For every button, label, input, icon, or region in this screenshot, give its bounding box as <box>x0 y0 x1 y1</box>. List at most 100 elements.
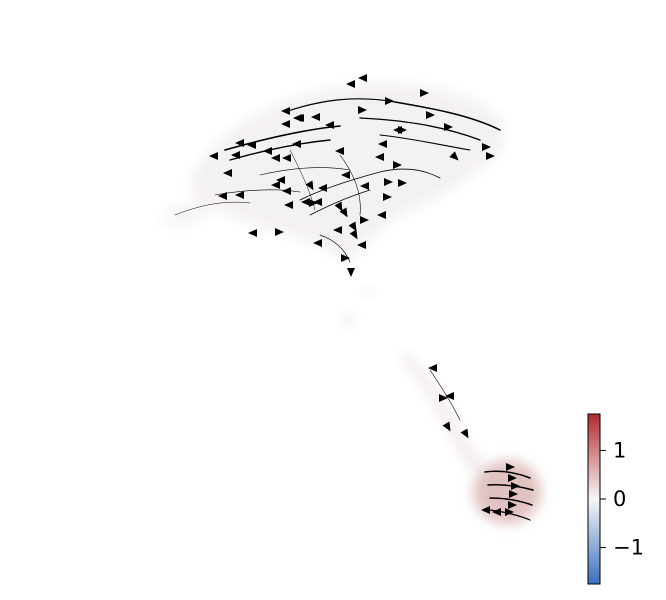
streamline <box>429 369 461 421</box>
velocity-arrowhead <box>508 474 517 482</box>
velocity-arrowhead <box>339 207 348 218</box>
velocity-arrowhead <box>282 187 291 195</box>
velocity-arrowhead <box>509 490 518 498</box>
velocity-arrowhead <box>486 152 495 160</box>
velocity-arrowhead <box>334 201 343 212</box>
colorbar-tick-label: 1 <box>613 438 626 462</box>
velocity-arrowhead <box>492 508 501 516</box>
velocity-arrowhead <box>442 421 451 432</box>
velocity-arrowhead <box>218 192 227 200</box>
velocity-arrowhead <box>449 151 459 161</box>
velocity-arrowhead <box>375 153 384 161</box>
velocity-arrowhead <box>341 171 350 179</box>
velocity-arrowhead <box>420 89 429 97</box>
velocity-arrowhead <box>383 193 392 201</box>
colorbar-ticks: 1 0 −1 <box>600 438 644 560</box>
velocity-arrowhead <box>385 97 394 105</box>
velocity-arrowhead <box>360 182 369 190</box>
stray-cell <box>363 287 373 297</box>
streamline <box>487 483 534 491</box>
velocity-arrowhead <box>293 114 302 122</box>
streamline <box>174 201 251 216</box>
velocity-arrowhead <box>333 226 342 234</box>
velocity-arrowhead <box>347 268 355 277</box>
velocity-arrowhead <box>271 154 280 162</box>
velocity-arrowhead <box>248 229 257 237</box>
velocity-arrowhead <box>357 241 366 249</box>
velocity-arrowhead <box>508 501 517 509</box>
streamline <box>489 497 533 506</box>
velocity-arrowheads <box>209 74 520 516</box>
velocity-arrowhead <box>428 364 437 372</box>
colorbar: 1 0 −1 <box>587 413 644 585</box>
velocity-arrowhead <box>235 191 244 199</box>
velocity-arrowhead <box>313 198 322 206</box>
velocity-arrowhead <box>481 506 490 514</box>
velocity-arrowhead <box>398 179 407 187</box>
velocity-arrowhead <box>346 80 355 88</box>
velocity-arrowhead <box>360 216 369 224</box>
stray-cell <box>342 314 354 326</box>
streamline <box>339 154 361 216</box>
velocity-arrowhead <box>482 143 491 151</box>
velocity-arrowhead <box>311 113 320 121</box>
velocity-arrowhead <box>505 508 514 516</box>
velocity-arrowhead <box>223 169 232 177</box>
colorbar-gradient <box>587 413 601 585</box>
velocity-arrowhead <box>393 126 402 134</box>
colorbar-tick-label: −1 <box>613 536 644 560</box>
velocity-arrowhead <box>247 141 256 149</box>
streamline <box>309 189 371 216</box>
velocity-arrowhead <box>460 428 469 439</box>
velocity-arrowhead <box>301 198 310 206</box>
velocity-arrowhead <box>439 394 448 402</box>
velocity-arrowhead <box>281 107 290 115</box>
streamline <box>299 168 441 201</box>
streamline <box>379 134 471 151</box>
velocity-arrowhead <box>271 181 280 189</box>
velocity-arrowhead <box>445 392 454 400</box>
velocity-arrowhead <box>325 121 334 129</box>
colorbar-tick-label: 0 <box>613 487 626 511</box>
velocity-arrowhead <box>281 120 290 128</box>
velocity-arrowhead <box>275 228 284 236</box>
velocity-arrowhead <box>235 139 244 147</box>
velocity-arrowhead <box>511 482 520 490</box>
velocity-arrowhead <box>378 140 387 148</box>
velocity-streamlines <box>174 98 534 521</box>
streamline <box>394 101 501 131</box>
velocity-arrowhead <box>349 229 358 240</box>
streamline <box>229 139 331 161</box>
velocity-arrowhead <box>276 176 285 184</box>
velocity-arrowhead <box>305 180 314 191</box>
velocity-arrowhead <box>358 106 367 114</box>
streamline <box>484 470 531 479</box>
velocity-arrowhead <box>348 221 357 232</box>
streamline <box>319 234 351 263</box>
velocity-arrowhead <box>318 184 327 192</box>
upper-left-tail <box>159 199 216 227</box>
velocity-arrowhead <box>313 239 322 247</box>
streamline <box>224 125 341 151</box>
connecting-stem <box>400 352 488 473</box>
velocity-arrowhead <box>341 254 350 262</box>
velocity-arrowhead <box>263 147 272 155</box>
velocity-arrowhead <box>282 154 291 162</box>
velocity-arrowhead <box>358 74 367 82</box>
streamline <box>284 98 396 113</box>
velocity-arrowhead <box>309 199 318 207</box>
streamline <box>359 117 481 141</box>
velocity-arrowhead <box>393 161 402 169</box>
velocity-arrowhead <box>506 463 515 471</box>
velocity-arrowhead <box>426 111 435 119</box>
velocity-arrowhead <box>292 140 301 148</box>
velocity-arrowhead <box>384 178 393 186</box>
velocity-arrowhead <box>377 211 386 219</box>
velocity-arrowhead <box>284 201 293 209</box>
streamline <box>489 509 531 521</box>
velocity-arrowhead <box>444 123 453 131</box>
streamline <box>259 167 351 176</box>
velocity-arrowhead <box>209 152 218 160</box>
velocity-arrowhead <box>335 147 344 155</box>
